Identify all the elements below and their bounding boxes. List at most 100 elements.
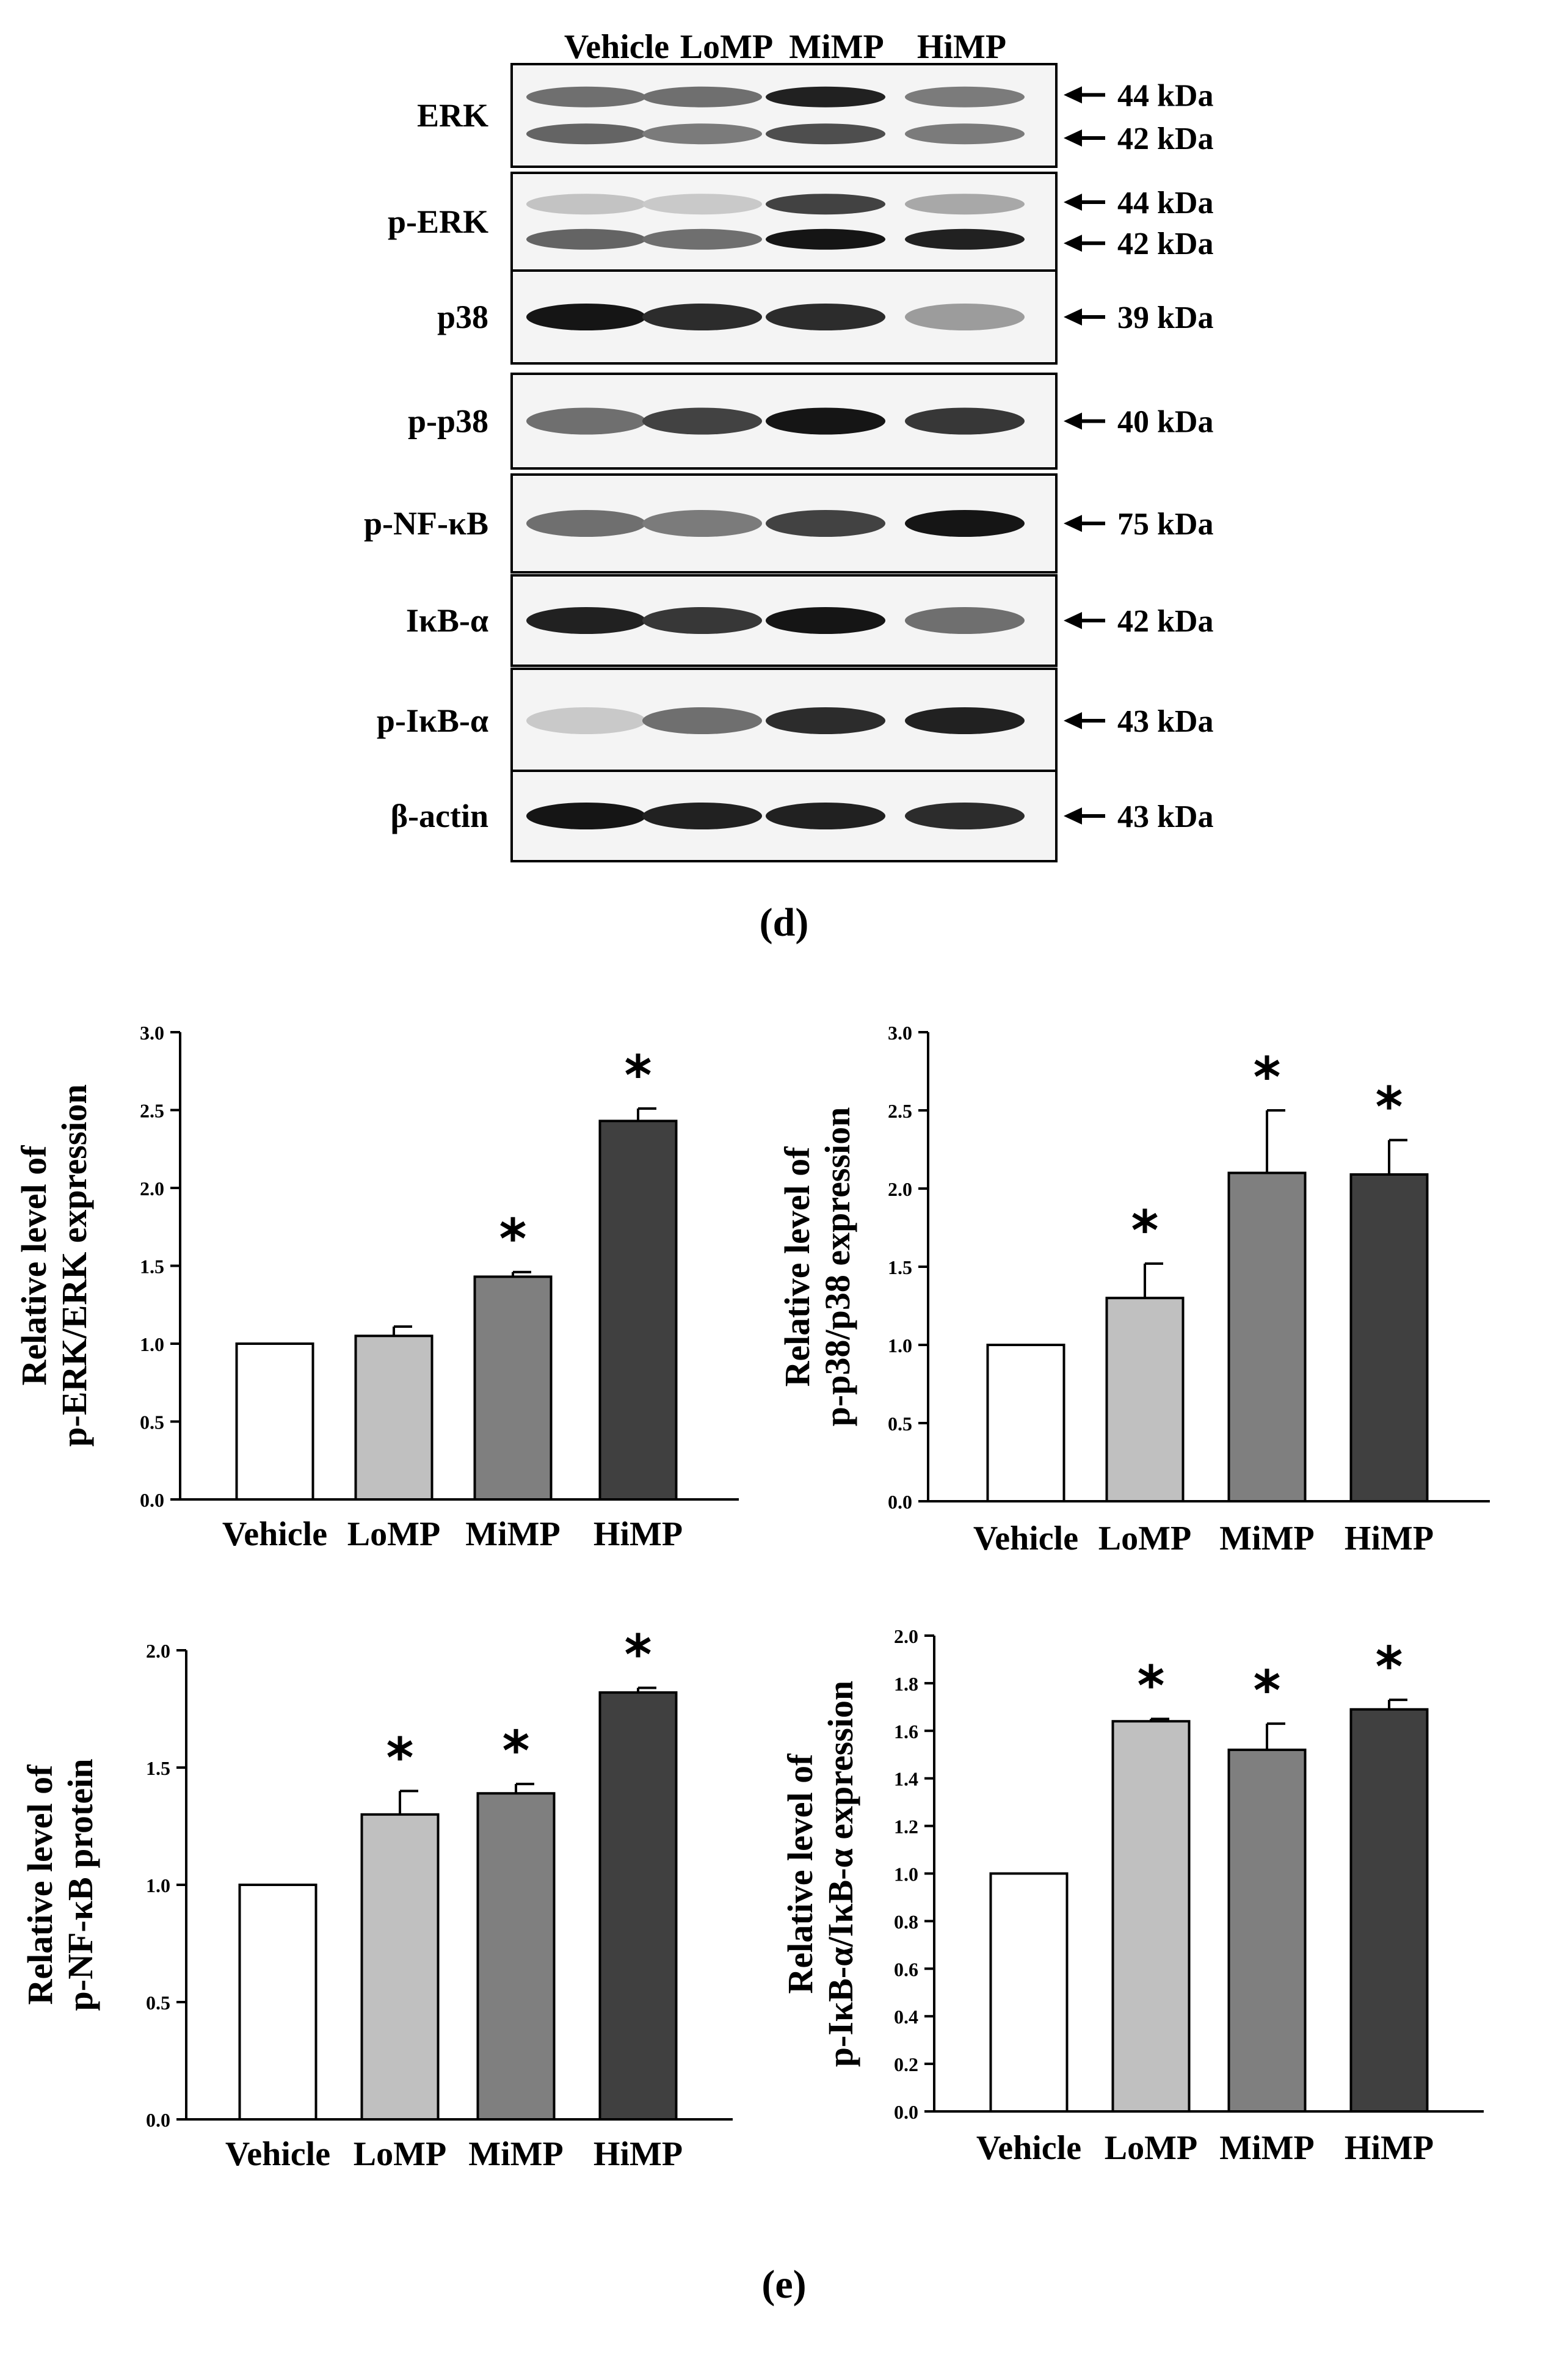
blot-band (905, 86, 1025, 107)
blot-label: p-IκB-α (377, 702, 488, 739)
blot-band (642, 607, 762, 634)
y-label-line2: p-ERK/ERK expression (54, 1084, 94, 1447)
blot-label: ERK (417, 97, 488, 134)
y-tick-label: 1.8 (894, 1673, 918, 1695)
blot-frame (510, 172, 1058, 272)
blot-band (642, 86, 762, 107)
significance-asterisk (1254, 1055, 1280, 1080)
y-axis-label: Relative level of p-ERK/ERK expression (14, 1084, 94, 1447)
category-label: HiMP (593, 2135, 683, 2173)
y-tick-label: 0.2 (894, 2053, 918, 2075)
blot-band (766, 123, 885, 145)
y-tick-label: 1.5 (888, 1256, 912, 1278)
significance-asterisk (1132, 1208, 1158, 1233)
y-label-line1: Relative level of (20, 1765, 60, 2005)
blot-row-3: p-p38 40 kDa (408, 373, 1213, 470)
blot-band (766, 86, 885, 107)
bar-lomp (1105, 1297, 1185, 1502)
marker-arrow-icon (1064, 129, 1082, 147)
marker-arrow-icon (1064, 308, 1082, 326)
y-tick-label: 2.0 (146, 1640, 170, 1662)
y-tick-label: 0.8 (894, 1910, 918, 1932)
marker-arrow-icon (1064, 235, 1082, 252)
bar-mimp (1227, 1748, 1307, 2113)
marker-arrow-icon (1064, 515, 1082, 532)
category-label: MiMP (1219, 1520, 1314, 1557)
marker-label: 42 kDa (1117, 122, 1213, 156)
blot-band (905, 707, 1025, 734)
blot-band (766, 407, 885, 435)
y-tick-label: 0.5 (140, 1411, 164, 1433)
blot-band (766, 228, 885, 250)
blot-label: IκB-α (406, 602, 488, 639)
y-axis-label: Relative level of p-p38/p38 expression (777, 1107, 857, 1427)
y-label-line1: Relative level of (14, 1145, 54, 1386)
category-label: LoMP (1105, 2129, 1197, 2167)
bar-vehicle (235, 1342, 314, 1501)
blot-label: p38 (437, 299, 488, 335)
y-tick-label: 1.0 (146, 1874, 170, 1896)
y-label-line1: Relative level of (780, 1754, 820, 1994)
blot-label: p-NF-κB (364, 505, 488, 542)
bar-himp (598, 1691, 678, 2121)
blot-band (642, 803, 762, 829)
blot-band (526, 194, 646, 215)
category-label: MiMP (465, 1515, 560, 1553)
blot-band (526, 607, 646, 634)
y-tick-label: 2.0 (888, 1178, 912, 1200)
bar-himp (1349, 1173, 1429, 1502)
blot-band (642, 123, 762, 145)
bar-chart-2: 0.0 0.5 1.0 1.5 2.0 Relative level of p-NF-κB … (20, 1633, 733, 2173)
blot-row-6: p-IκB-α 43 kDa (377, 668, 1213, 774)
blot-label: p-p38 (408, 403, 488, 440)
marker-label: 75 kDa (1117, 507, 1213, 542)
bar-himp (1349, 1708, 1429, 2113)
marker-label: 42 kDa (1117, 227, 1213, 261)
blot-band (766, 607, 885, 634)
blot-band (642, 510, 762, 537)
y-tick-label: 1.5 (146, 1757, 170, 1779)
significance-asterisk (1376, 1085, 1402, 1110)
blot-row-5: IκB-α 42 kDa (406, 574, 1213, 667)
significance-asterisk (625, 1053, 651, 1078)
blot-band (526, 86, 646, 107)
y-label-line2: p-NF-κB protein (60, 1759, 100, 2011)
panel-caption-e: (e) (761, 2262, 806, 2307)
blot-band (766, 194, 885, 215)
significance-asterisk (500, 1217, 526, 1242)
marker-arrow-icon (1064, 612, 1082, 629)
category-label: LoMP (347, 1515, 440, 1553)
blot-band (766, 707, 885, 734)
marker-arrow-icon (1064, 194, 1082, 211)
bar-lomp (360, 1813, 440, 2121)
y-tick-label: 0.4 (894, 2006, 918, 2028)
y-tick-label: 0.5 (146, 1992, 170, 2014)
marker-label: 44 kDa (1117, 78, 1213, 113)
significance-asterisk (1138, 1664, 1164, 1689)
bar-mimp (476, 1792, 556, 2121)
blot-label: p-ERK (388, 203, 488, 240)
marker-arrow-icon (1064, 412, 1082, 430)
significance-asterisk (1376, 1645, 1402, 1670)
bar-himp (598, 1120, 678, 1501)
y-tick-label: 2.0 (894, 1625, 918, 1647)
significance-asterisk (503, 1728, 529, 1754)
blot-band (526, 228, 646, 250)
bar-vehicle (986, 1344, 1065, 1502)
y-tick-label: 0.0 (888, 1491, 912, 1513)
bar-mimp (473, 1275, 553, 1501)
bar-chart-1: 0.0 0.5 1.0 1.5 2.0 2.5 3.0 Relative level of p-… (777, 1022, 1490, 1557)
category-label: LoMP (1098, 1520, 1191, 1557)
y-tick-label: 1.0 (888, 1335, 912, 1357)
significance-asterisk (1254, 1669, 1280, 1694)
bar-lomp (354, 1335, 434, 1501)
blot-band (642, 228, 762, 250)
y-tick-label: 2.5 (140, 1100, 164, 1122)
y-tick-label: 0.0 (140, 1489, 164, 1511)
category-label: Vehicle (973, 1520, 1078, 1557)
category-label: HiMP (1345, 2129, 1434, 2167)
blot-band (905, 123, 1025, 145)
bar-chart-0: 0.0 0.5 1.0 1.5 2.0 2.5 3.0 Relative level of p-… (14, 1022, 739, 1553)
